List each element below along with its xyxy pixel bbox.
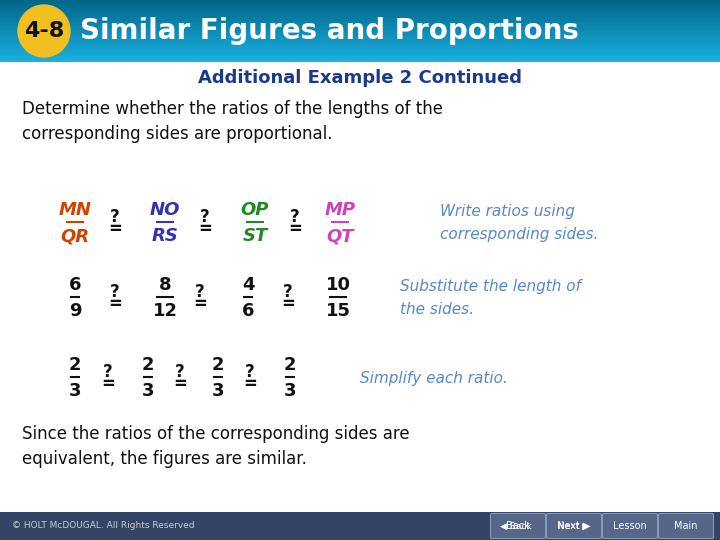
Text: 8: 8 — [158, 276, 171, 294]
Text: =: = — [198, 220, 212, 238]
Text: 4: 4 — [242, 276, 254, 294]
Text: ?: ? — [175, 363, 185, 381]
Text: 3: 3 — [142, 382, 154, 400]
FancyBboxPatch shape — [546, 514, 601, 538]
Text: =: = — [288, 220, 302, 238]
Text: Back: Back — [506, 521, 530, 531]
Text: ST: ST — [243, 227, 268, 245]
Text: Similar Figures and Proportions: Similar Figures and Proportions — [80, 17, 579, 45]
Text: =: = — [193, 295, 207, 313]
Text: 3: 3 — [284, 382, 296, 400]
Text: =: = — [108, 295, 122, 313]
Text: © HOLT McDOUGAL. All Rights Reserved: © HOLT McDOUGAL. All Rights Reserved — [12, 522, 194, 530]
Text: MN: MN — [58, 201, 91, 219]
Text: ?: ? — [283, 283, 293, 301]
Text: MP: MP — [325, 201, 356, 219]
Text: NO: NO — [150, 201, 180, 219]
Text: ?: ? — [200, 208, 210, 226]
Text: OP: OP — [240, 201, 269, 219]
Text: 2: 2 — [284, 356, 296, 374]
Text: ?: ? — [195, 283, 205, 301]
Text: =: = — [281, 295, 295, 313]
Text: =: = — [101, 375, 115, 393]
Text: 2: 2 — [68, 356, 81, 374]
Text: Simplify each ratio.: Simplify each ratio. — [360, 370, 508, 386]
Text: 2: 2 — [142, 356, 154, 374]
Text: ?: ? — [290, 208, 300, 226]
Text: ?: ? — [245, 363, 255, 381]
Text: Write ratios using
corresponding sides.: Write ratios using corresponding sides. — [440, 205, 598, 241]
Text: 12: 12 — [153, 302, 178, 320]
Text: 3: 3 — [68, 382, 81, 400]
Text: 3: 3 — [212, 382, 224, 400]
Text: 6: 6 — [68, 276, 81, 294]
Text: ?: ? — [110, 283, 120, 301]
Text: =: = — [243, 375, 257, 393]
Text: Since the ratios of the corresponding sides are
equivalent, the figures are simi: Since the ratios of the corresponding si… — [22, 425, 410, 468]
Text: RS: RS — [152, 227, 179, 245]
FancyBboxPatch shape — [659, 514, 714, 538]
Text: ?: ? — [103, 363, 113, 381]
Text: QT: QT — [326, 227, 354, 245]
Text: ◀ Back: ◀ Back — [500, 522, 532, 530]
Text: Substitute the length of
the sides.: Substitute the length of the sides. — [400, 279, 581, 316]
Text: 10: 10 — [325, 276, 351, 294]
Text: =: = — [173, 375, 187, 393]
Text: 9: 9 — [68, 302, 81, 320]
Text: 15: 15 — [325, 302, 351, 320]
Text: Next ▶: Next ▶ — [559, 522, 590, 530]
FancyBboxPatch shape — [603, 514, 657, 538]
Circle shape — [18, 5, 70, 57]
Text: Additional Example 2 Continued: Additional Example 2 Continued — [198, 69, 522, 87]
Text: Main: Main — [674, 521, 698, 531]
Text: 6: 6 — [242, 302, 254, 320]
Text: QR: QR — [60, 227, 89, 245]
Text: ?: ? — [110, 208, 120, 226]
Text: =: = — [108, 220, 122, 238]
Text: Lesson: Lesson — [613, 521, 647, 531]
Text: Next ▶: Next ▶ — [557, 521, 590, 531]
Text: 4-8: 4-8 — [24, 21, 64, 41]
FancyBboxPatch shape — [490, 514, 546, 538]
Text: Determine whether the ratios of the lengths of the
corresponding sides are propo: Determine whether the ratios of the leng… — [22, 100, 443, 143]
Text: 2: 2 — [212, 356, 224, 374]
